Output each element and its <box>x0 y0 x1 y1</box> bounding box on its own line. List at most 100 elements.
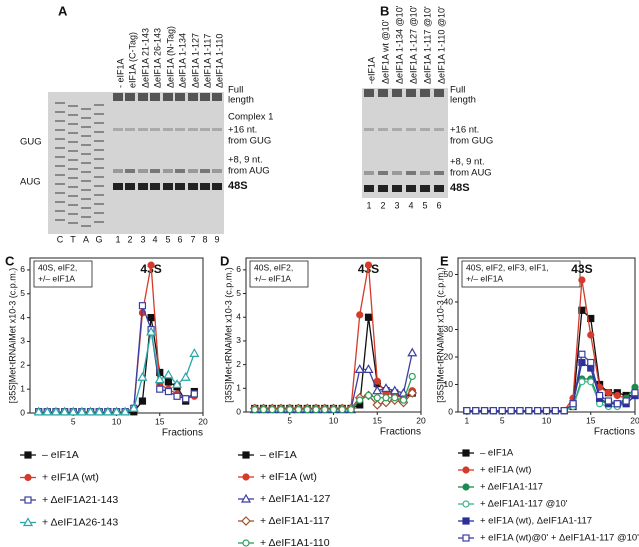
band <box>364 185 374 192</box>
legend-marker <box>241 516 251 526</box>
band <box>150 128 160 131</box>
marker <box>480 407 489 415</box>
marker <box>137 372 148 381</box>
band <box>378 185 388 192</box>
x-tick-label: 5 <box>71 416 76 426</box>
band <box>55 156 65 158</box>
band <box>94 212 104 214</box>
y-tick-label: 5 <box>236 288 241 298</box>
legend-label: + ΔeIF1A1-127 <box>260 493 331 505</box>
marker <box>489 407 497 415</box>
x-tick-label: 15 <box>586 415 596 425</box>
band <box>94 104 104 106</box>
band-label: +16 nt. <box>450 125 479 136</box>
band <box>406 185 416 192</box>
band <box>81 108 91 110</box>
lane-number: 1 <box>115 234 120 244</box>
marker <box>587 378 595 386</box>
marker <box>251 406 259 414</box>
marker <box>389 385 400 395</box>
marker <box>147 261 155 269</box>
band <box>94 176 104 178</box>
band <box>81 135 91 137</box>
marker <box>94 406 105 416</box>
marker <box>399 396 408 404</box>
y-axis-label: [35S]Met-tRNAiMet x10-3 (c.p.m.) <box>435 267 445 403</box>
band <box>150 183 160 190</box>
lane-number: 9 <box>214 234 219 244</box>
band <box>392 128 402 131</box>
marker <box>76 406 87 416</box>
band <box>94 185 104 187</box>
y-tick-label: 20 <box>444 351 454 361</box>
marker <box>534 407 542 415</box>
band <box>212 169 222 173</box>
band <box>68 141 78 143</box>
legend-marker <box>242 451 250 459</box>
marker <box>525 407 533 415</box>
lane-label: -eIF1A <box>366 57 376 84</box>
y-axis-label: [35S]Met-tRNAiMet x10-3 (c.p.m.) <box>223 267 233 403</box>
marker <box>164 378 172 386</box>
band <box>55 183 65 185</box>
legend-marker <box>24 496 32 504</box>
x-tick-label: 15 <box>373 415 383 425</box>
lane-label: ΔeIF1A 1-110 <box>214 34 224 88</box>
legend-label: + ΔeIF1A1-117 <box>260 515 330 527</box>
band <box>188 93 198 101</box>
legend-label: – eIF1A <box>42 449 79 461</box>
band <box>378 128 388 131</box>
band <box>392 185 402 192</box>
gel-image <box>48 92 224 234</box>
y-tick-label: 30 <box>444 324 454 334</box>
marker <box>578 358 586 367</box>
peak-label: 43S <box>571 262 592 276</box>
marker <box>347 406 355 414</box>
marker <box>154 374 165 384</box>
legend-label: + eIF1A (wt) <box>42 471 99 483</box>
band <box>420 171 430 175</box>
marker <box>68 406 79 416</box>
band <box>163 128 173 131</box>
marker <box>364 261 373 269</box>
marker <box>180 372 191 381</box>
band <box>138 169 148 173</box>
band <box>138 183 148 190</box>
band <box>68 123 78 125</box>
band <box>434 128 444 131</box>
legend-label: – eIF1A <box>260 449 297 461</box>
legend-marker <box>462 534 470 542</box>
x-tick-label: 10 <box>542 415 552 425</box>
lane-number: 4 <box>408 200 413 210</box>
band <box>364 128 374 131</box>
marker <box>42 406 53 416</box>
band-label: from AUG <box>450 168 492 179</box>
band <box>188 128 198 131</box>
marker <box>329 406 338 414</box>
x-tick-label: 5 <box>287 415 292 425</box>
marker <box>463 407 471 415</box>
band <box>68 177 78 179</box>
y-tick-label: 1 <box>236 383 241 393</box>
band <box>55 102 65 104</box>
band <box>113 128 123 131</box>
marker <box>578 306 586 314</box>
marker <box>472 407 480 415</box>
band <box>163 93 173 101</box>
band <box>81 171 91 173</box>
annotation: 40S, eIF2, <box>254 262 293 272</box>
band <box>81 126 91 128</box>
band <box>138 93 148 101</box>
y-tick-label: 1 <box>20 383 25 393</box>
band <box>68 222 78 224</box>
band <box>55 201 65 203</box>
marker <box>111 406 122 416</box>
y-tick-label: 50 <box>444 269 454 279</box>
band <box>188 183 198 190</box>
band <box>434 185 444 192</box>
marker <box>363 364 374 373</box>
marker <box>560 407 568 415</box>
sequencing-lane: C <box>57 234 64 244</box>
band <box>94 167 104 169</box>
marker <box>102 406 113 416</box>
